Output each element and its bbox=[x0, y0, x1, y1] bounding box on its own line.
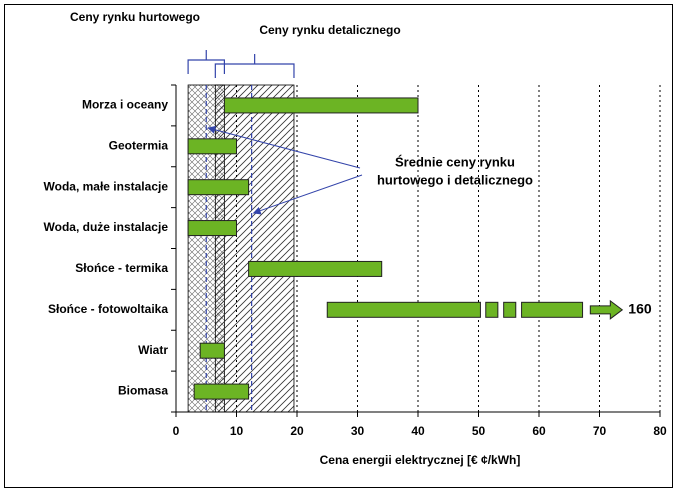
annotation-arrow bbox=[207, 125, 361, 169]
bar-piece bbox=[521, 301, 584, 318]
x-axis-label: Cena energii elektrycznej [€ ¢/kWh] bbox=[320, 453, 521, 467]
annotation: hurtowego i detalicznego bbox=[377, 172, 533, 187]
price-range bbox=[214, 84, 295, 413]
bar-piece bbox=[485, 301, 499, 318]
bar bbox=[193, 383, 250, 400]
x-tick-label: 0 bbox=[173, 424, 180, 438]
y-tick-label: Morza i oceany bbox=[82, 98, 168, 112]
bar bbox=[223, 97, 419, 114]
x-tick-label: 30 bbox=[351, 424, 365, 438]
bar bbox=[187, 138, 238, 155]
bracket bbox=[214, 54, 295, 78]
bar bbox=[248, 260, 383, 277]
overflow-arrow bbox=[589, 299, 624, 320]
bar bbox=[187, 220, 238, 237]
y-tick-label: Woda, małe instalacje bbox=[44, 179, 169, 193]
annotation-arrow bbox=[252, 174, 363, 215]
frame bbox=[4, 4, 673, 488]
x-tick-label: 40 bbox=[411, 424, 425, 438]
range-label: Ceny rynku hurtowego bbox=[70, 10, 200, 24]
y-tick-label: Geotermia bbox=[109, 138, 169, 152]
x-tick-label: 10 bbox=[230, 424, 244, 438]
x-tick-label: 20 bbox=[290, 424, 304, 438]
x-tick-label: 70 bbox=[593, 424, 607, 438]
range-label: Ceny rynku detalicznego bbox=[259, 23, 400, 37]
y-tick-label: Biomasa bbox=[118, 384, 168, 398]
bracket bbox=[187, 50, 225, 74]
bar-piece bbox=[326, 301, 481, 318]
y-tick-label: Wiatr bbox=[138, 343, 168, 357]
x-tick-label: 60 bbox=[532, 424, 546, 438]
annotation: Średnie ceny rynku bbox=[395, 154, 515, 169]
y-tick-label: Woda, duże instalacje bbox=[44, 220, 169, 234]
y-tick-label: Słońce - fotowoltaika bbox=[48, 302, 168, 316]
y-tick-label: Słońce - termika bbox=[75, 261, 168, 275]
bar bbox=[187, 179, 250, 196]
bar bbox=[199, 342, 225, 359]
value-label: 160 bbox=[628, 301, 652, 317]
x-tick-label: 50 bbox=[472, 424, 486, 438]
x-tick-label: 80 bbox=[653, 424, 667, 438]
bar-piece bbox=[503, 301, 517, 318]
